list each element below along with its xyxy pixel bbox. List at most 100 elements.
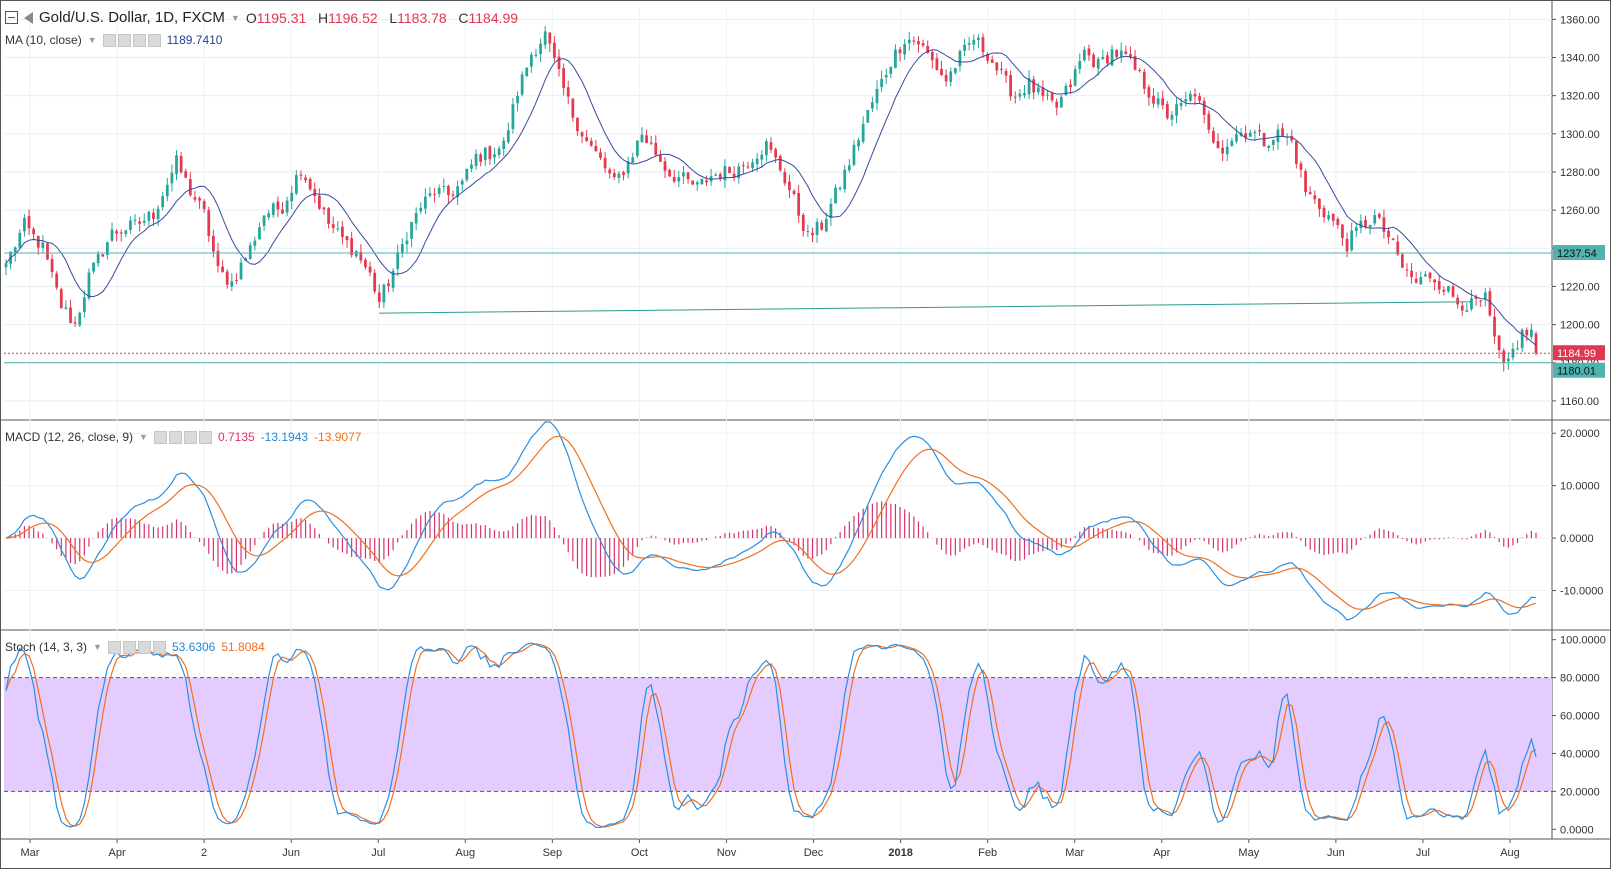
candle bbox=[165, 177, 169, 202]
candle-body bbox=[746, 166, 750, 168]
candle bbox=[175, 150, 178, 181]
visibility-icon[interactable] bbox=[107, 640, 121, 654]
ma-label[interactable]: MA (10, close) bbox=[5, 33, 82, 47]
add-icon[interactable] bbox=[183, 430, 197, 444]
time-tick-label: 2018 bbox=[888, 847, 912, 859]
close-icon[interactable] bbox=[198, 430, 212, 444]
candle-body bbox=[1129, 53, 1132, 57]
candle-body bbox=[1442, 289, 1446, 292]
candle bbox=[1230, 137, 1234, 147]
candle bbox=[258, 222, 261, 240]
candle-body bbox=[695, 182, 699, 185]
candle bbox=[829, 198, 833, 226]
candle bbox=[967, 36, 971, 51]
candle-body bbox=[96, 254, 100, 264]
candle-body bbox=[866, 110, 870, 123]
candle-body bbox=[59, 289, 63, 309]
candle-body bbox=[1124, 51, 1128, 55]
add-icon[interactable] bbox=[137, 640, 151, 654]
candle-body bbox=[32, 228, 36, 235]
visibility-icon[interactable] bbox=[102, 33, 116, 47]
candle-body bbox=[465, 168, 469, 180]
candle-body bbox=[912, 40, 916, 42]
candle bbox=[1119, 42, 1123, 63]
candle-body bbox=[359, 251, 363, 261]
candle bbox=[465, 168, 469, 183]
candle-body bbox=[239, 262, 243, 280]
candle-body bbox=[327, 208, 330, 224]
chevron-down-icon[interactable]: ▼ bbox=[93, 642, 102, 652]
candle bbox=[649, 135, 653, 146]
candle-body bbox=[760, 154, 764, 160]
settings-icon[interactable] bbox=[168, 430, 182, 444]
candle-body bbox=[64, 307, 68, 309]
chevron-down-icon[interactable]: ▼ bbox=[139, 432, 148, 442]
candle bbox=[322, 206, 326, 216]
candle-body bbox=[1059, 96, 1063, 108]
symbol-title[interactable]: Gold/U.S. Dollar, 1D, FXCM bbox=[39, 9, 225, 26]
visibility-icon[interactable] bbox=[153, 430, 167, 444]
indicator-controls[interactable] bbox=[107, 640, 166, 654]
candle-body bbox=[271, 203, 275, 215]
candle-body bbox=[686, 172, 690, 180]
candle bbox=[377, 284, 381, 309]
candle-body bbox=[1488, 291, 1492, 316]
candle bbox=[1198, 92, 1201, 104]
candle-body bbox=[419, 207, 423, 212]
candle bbox=[576, 117, 579, 136]
candle-body bbox=[1327, 215, 1330, 220]
candle-body bbox=[829, 203, 833, 219]
add-icon[interactable] bbox=[132, 33, 146, 47]
candle-body bbox=[824, 219, 828, 232]
candle bbox=[1170, 111, 1174, 126]
ma-value: 1189.7410 bbox=[166, 33, 223, 47]
candle bbox=[221, 260, 224, 273]
flag-icon[interactable] bbox=[24, 11, 33, 24]
macd-label[interactable]: MACD (12, 26, close, 9) bbox=[5, 430, 134, 444]
indicator-controls[interactable] bbox=[153, 430, 212, 444]
candle-body bbox=[170, 172, 174, 184]
settings-icon[interactable] bbox=[122, 640, 136, 654]
candle-body bbox=[511, 104, 515, 129]
close-icon[interactable] bbox=[152, 640, 166, 654]
chevron-down-icon[interactable]: ▼ bbox=[87, 35, 97, 45]
candle-body bbox=[184, 171, 188, 178]
candle-body bbox=[1331, 213, 1335, 221]
macd-line bbox=[5, 421, 1537, 621]
candle bbox=[622, 170, 625, 181]
candle bbox=[580, 131, 584, 144]
candle bbox=[276, 196, 280, 217]
candle bbox=[1373, 209, 1377, 226]
candle-body bbox=[765, 141, 768, 156]
indicator-controls[interactable] bbox=[102, 33, 161, 47]
candle-body bbox=[516, 95, 519, 104]
candle-body bbox=[13, 247, 17, 254]
candle bbox=[1110, 44, 1114, 67]
candle-body bbox=[152, 212, 155, 219]
candle-body bbox=[248, 245, 252, 259]
candle-body bbox=[1313, 195, 1317, 200]
candle bbox=[838, 186, 842, 191]
chevron-down-icon[interactable]: ▼ bbox=[230, 12, 240, 23]
collapse-icon[interactable] bbox=[5, 11, 18, 24]
close-icon[interactable] bbox=[147, 33, 161, 47]
candle bbox=[1400, 252, 1404, 268]
candle-body bbox=[4, 263, 8, 268]
candle-body bbox=[396, 252, 400, 270]
stoch-label[interactable]: Stoch (14, 3, 3) bbox=[5, 640, 88, 654]
candle bbox=[23, 214, 26, 237]
candle bbox=[1036, 82, 1040, 96]
candle bbox=[442, 178, 446, 193]
candle bbox=[548, 32, 552, 52]
candle bbox=[456, 180, 460, 205]
candle bbox=[691, 180, 695, 186]
candle bbox=[880, 70, 883, 93]
candle bbox=[317, 188, 321, 210]
candle bbox=[1142, 68, 1146, 95]
candle bbox=[1212, 127, 1215, 144]
candle-body bbox=[460, 180, 464, 185]
settings-icon[interactable] bbox=[117, 33, 131, 47]
candle-body bbox=[308, 179, 312, 190]
candle-body bbox=[1078, 61, 1082, 69]
